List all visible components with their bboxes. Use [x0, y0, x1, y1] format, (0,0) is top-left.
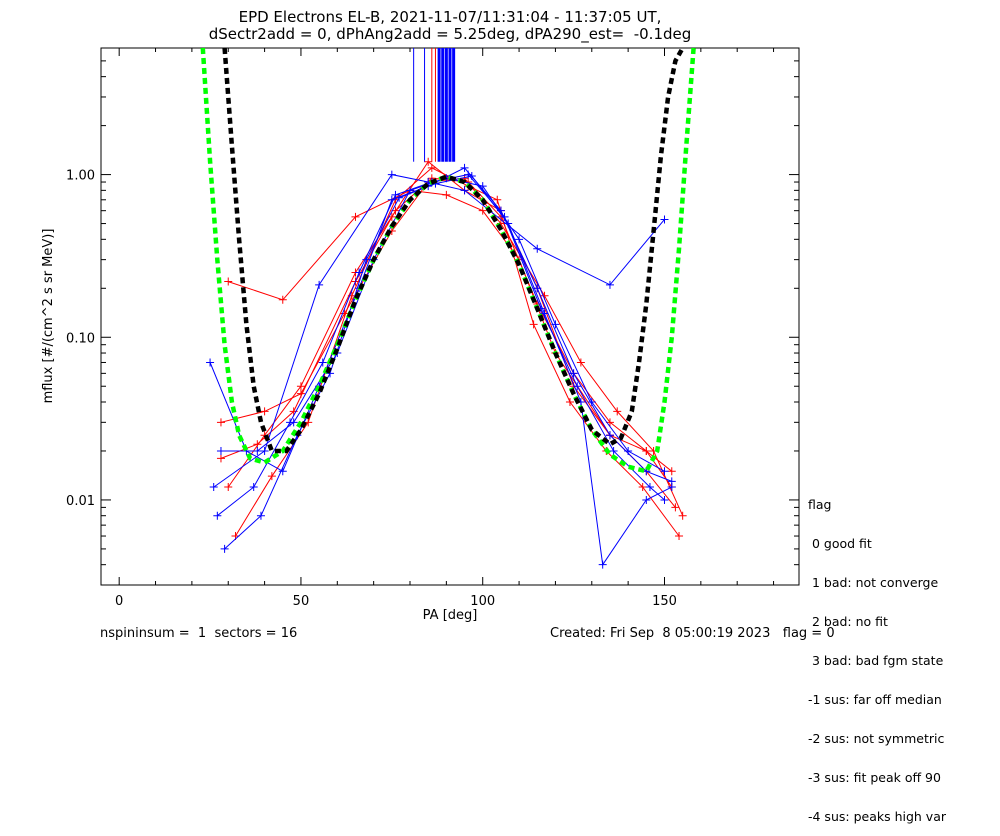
- data-point: [515, 235, 524, 244]
- data-point: [249, 483, 258, 492]
- data-point: [340, 309, 349, 318]
- data-point: [598, 560, 607, 569]
- x-tick-label: 50: [293, 594, 310, 609]
- legend-item: 2 bad: no fit: [808, 614, 888, 629]
- data-point: [660, 467, 669, 476]
- series-line: [224, 175, 673, 567]
- data-point: [267, 472, 276, 481]
- data-point: [605, 431, 614, 440]
- data-point: [424, 157, 433, 166]
- data-point: [296, 389, 305, 398]
- x-tick-label: 0: [115, 594, 123, 609]
- series-line: [227, 160, 676, 508]
- data-point: [667, 467, 676, 476]
- data-point: [460, 163, 469, 172]
- data-point: [624, 446, 633, 455]
- footer-created-info: Created: Fri Sep 8 05:00:19 2023 flag = …: [550, 626, 835, 641]
- data-point: [493, 195, 502, 204]
- data-point: [318, 358, 327, 367]
- data-point: [395, 193, 404, 202]
- data-point: [642, 495, 651, 504]
- data-point: [533, 244, 542, 253]
- data-point: [224, 277, 233, 286]
- x-tick-label: 100: [470, 594, 495, 609]
- data-point: [478, 206, 487, 215]
- x-axis-label: PA [deg]: [423, 608, 478, 623]
- data-point: [296, 382, 305, 391]
- data-point: [260, 446, 269, 455]
- legend-heading: flag: [808, 497, 832, 512]
- data-point: [565, 397, 574, 406]
- data-point: [642, 446, 651, 455]
- data-point: [678, 511, 687, 520]
- data-point: [224, 483, 233, 492]
- series-line: [209, 167, 672, 482]
- data-point: [551, 320, 560, 329]
- data-point: [216, 446, 225, 455]
- data-point: [460, 186, 469, 195]
- series-line: [235, 167, 680, 537]
- chart-plot: 0 50 100 150 0.01 0.10 1.00 PA [deg] mflux [#/…: [41, 47, 800, 623]
- data-point: [315, 280, 324, 289]
- legend-item: -4 sus: peaks high var: [808, 809, 947, 824]
- data-point: [387, 170, 396, 179]
- data-point: [406, 186, 415, 195]
- data-point: [351, 212, 360, 221]
- data-point: [216, 418, 225, 427]
- y-tick-label: 0.01: [66, 494, 95, 509]
- data-point: [605, 280, 614, 289]
- data-point: [638, 483, 647, 492]
- data-point: [645, 483, 654, 492]
- data-point: [540, 309, 549, 318]
- legend-item: 0 good fit: [808, 536, 872, 551]
- data-point: [289, 418, 298, 427]
- data-point: [576, 358, 585, 367]
- footer-spin-info: nspininsum = 1 sectors = 16: [100, 626, 298, 641]
- data-point: [256, 511, 265, 520]
- data-point: [671, 503, 680, 512]
- data-point: [467, 172, 476, 181]
- data-point: [216, 454, 225, 463]
- data-point: [609, 446, 618, 455]
- flag-legend: flag 0 good fit 1 bad: not converge 2 ba…: [808, 472, 946, 836]
- data-point: [260, 407, 269, 416]
- data-point: [253, 446, 262, 455]
- chart-title-line-2: dSectr2add = 0, dPhAng2add = 5.25deg, dP…: [208, 25, 692, 43]
- fit-curve-black: [222, 48, 685, 454]
- data-point: [478, 182, 487, 191]
- data-point: [206, 358, 215, 367]
- data-point: [660, 495, 669, 504]
- legend-item: -1 sus: far off median: [808, 692, 942, 707]
- data-point: [660, 215, 669, 224]
- data-point: [667, 483, 676, 492]
- data-point: [220, 544, 229, 553]
- chart-title-line-1: EPD Electrons EL-B, 2021-11-07/11:31:04 …: [238, 8, 662, 26]
- data-point: [209, 483, 218, 492]
- series-line: [220, 177, 684, 516]
- y-axis-label: mflux [#/(cm^2 s sr MeV)]: [41, 229, 56, 404]
- legend-item: 1 bad: not converge: [808, 575, 939, 590]
- data-point: [442, 190, 451, 199]
- data-point: [253, 440, 262, 449]
- data-point: [613, 407, 622, 416]
- legend-item: -3 sus: fit peak off 90: [808, 770, 941, 785]
- data-point: [427, 163, 436, 172]
- data-point: [587, 397, 596, 406]
- legend-item: 3 bad: bad fgm state: [808, 653, 944, 668]
- y-tick-label: 1.00: [66, 169, 95, 184]
- data-point: [675, 532, 684, 541]
- legend-item: -2 sus: not symmetric: [808, 731, 945, 746]
- series-line: [213, 174, 665, 488]
- data-point: [278, 295, 287, 304]
- fit-curve-green: [200, 48, 696, 474]
- series-line: [221, 177, 665, 472]
- y-tick-label: 0.10: [66, 331, 95, 346]
- data-point: [213, 511, 222, 520]
- data-point: [529, 320, 538, 329]
- data-point: [362, 255, 371, 264]
- x-tick-label: 150: [652, 594, 677, 609]
